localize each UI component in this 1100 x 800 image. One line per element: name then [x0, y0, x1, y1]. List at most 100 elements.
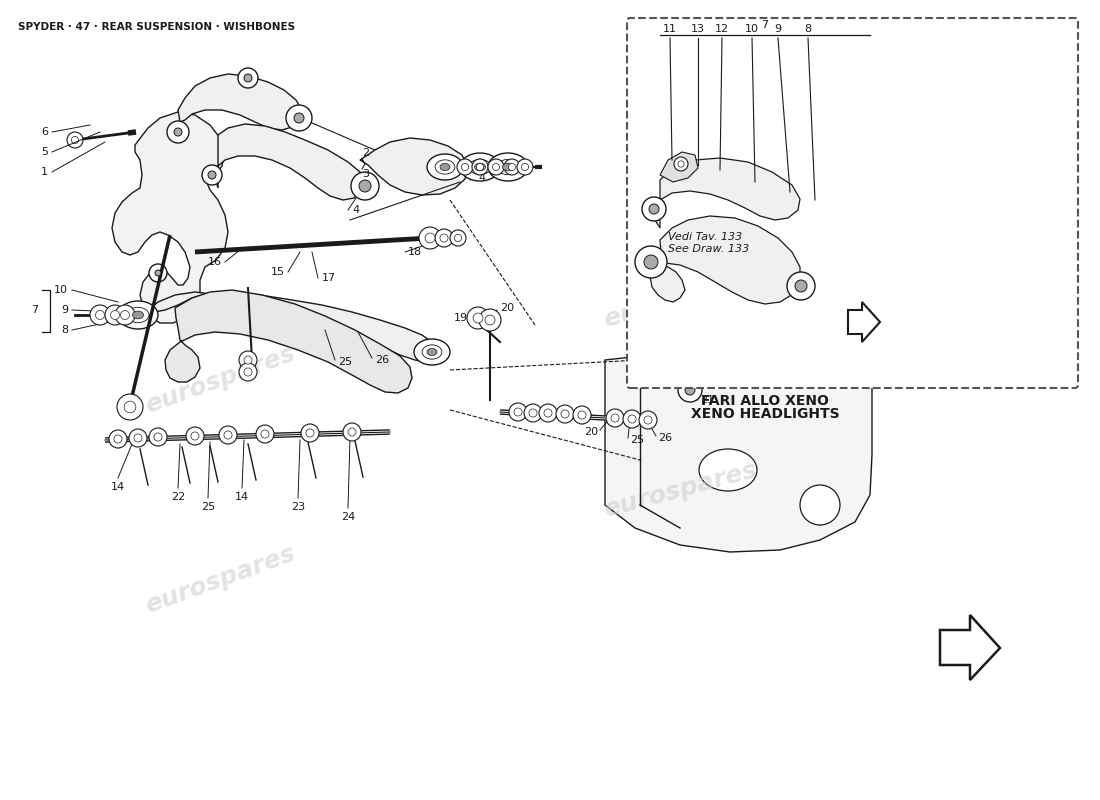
Circle shape	[256, 425, 274, 443]
Circle shape	[202, 165, 222, 185]
Circle shape	[514, 408, 522, 416]
Circle shape	[208, 171, 216, 179]
Text: 14: 14	[111, 482, 125, 492]
Text: FARI ALLO XENO: FARI ALLO XENO	[701, 394, 829, 408]
Text: 16: 16	[208, 257, 222, 267]
Polygon shape	[654, 158, 800, 228]
Circle shape	[286, 105, 312, 131]
Circle shape	[644, 416, 652, 424]
Circle shape	[244, 356, 252, 364]
Circle shape	[67, 132, 82, 148]
Text: 20: 20	[500, 303, 514, 313]
Polygon shape	[112, 112, 228, 323]
Text: eurospares: eurospares	[601, 458, 759, 522]
Circle shape	[351, 172, 380, 200]
Text: 9: 9	[60, 305, 68, 315]
Polygon shape	[178, 74, 303, 130]
Circle shape	[238, 68, 258, 88]
Circle shape	[556, 405, 574, 423]
Circle shape	[517, 159, 534, 175]
Polygon shape	[940, 615, 1000, 680]
Text: 20: 20	[584, 427, 598, 437]
Circle shape	[476, 163, 484, 170]
Circle shape	[124, 401, 136, 413]
Circle shape	[343, 423, 361, 441]
Ellipse shape	[503, 163, 514, 171]
Circle shape	[685, 385, 695, 395]
Text: 10: 10	[54, 285, 68, 295]
Circle shape	[359, 180, 371, 192]
Text: 26: 26	[658, 433, 672, 443]
Circle shape	[134, 434, 142, 442]
Text: 22: 22	[170, 492, 185, 502]
Circle shape	[623, 410, 641, 428]
Circle shape	[224, 431, 232, 439]
Circle shape	[129, 429, 147, 447]
Ellipse shape	[497, 159, 519, 174]
Text: 25: 25	[338, 357, 352, 367]
Circle shape	[90, 305, 110, 325]
Circle shape	[524, 404, 542, 422]
Circle shape	[456, 159, 473, 175]
Circle shape	[419, 227, 441, 249]
Circle shape	[485, 315, 495, 325]
Ellipse shape	[698, 449, 757, 491]
Circle shape	[628, 415, 636, 423]
Text: 19: 19	[454, 313, 467, 323]
Text: 6: 6	[41, 127, 48, 137]
Circle shape	[440, 234, 448, 242]
Circle shape	[644, 255, 658, 269]
Circle shape	[473, 313, 483, 323]
Text: 25: 25	[201, 502, 216, 512]
Circle shape	[493, 163, 499, 170]
Text: 21: 21	[700, 395, 714, 405]
Circle shape	[117, 394, 143, 420]
Polygon shape	[214, 124, 365, 200]
Text: 14: 14	[235, 492, 249, 502]
Text: Vedi Tav. 133: Vedi Tav. 133	[668, 232, 742, 242]
Ellipse shape	[414, 339, 450, 365]
Ellipse shape	[469, 159, 491, 174]
Circle shape	[544, 409, 552, 417]
Polygon shape	[650, 216, 800, 304]
Circle shape	[425, 233, 435, 243]
Text: 24: 24	[341, 512, 355, 522]
Ellipse shape	[440, 163, 450, 170]
Text: 5: 5	[41, 147, 48, 157]
Circle shape	[488, 159, 504, 175]
Circle shape	[800, 485, 840, 525]
Ellipse shape	[474, 163, 485, 171]
Circle shape	[121, 310, 130, 319]
Circle shape	[561, 410, 569, 418]
Circle shape	[191, 432, 199, 440]
Circle shape	[148, 428, 167, 446]
Circle shape	[306, 429, 315, 437]
Text: 4: 4	[478, 173, 485, 183]
Text: 13: 13	[691, 24, 705, 34]
Circle shape	[96, 310, 104, 319]
Circle shape	[639, 411, 657, 429]
Circle shape	[649, 204, 659, 214]
Circle shape	[454, 234, 462, 242]
Text: 7: 7	[31, 305, 38, 315]
Text: 11: 11	[663, 24, 676, 34]
Circle shape	[461, 163, 469, 170]
Circle shape	[610, 414, 619, 422]
Circle shape	[167, 121, 189, 143]
Circle shape	[186, 427, 204, 445]
Text: 15: 15	[271, 267, 285, 277]
Text: 8: 8	[804, 24, 812, 34]
Text: 23: 23	[290, 502, 305, 512]
Ellipse shape	[422, 345, 442, 359]
Circle shape	[239, 363, 257, 381]
Circle shape	[239, 351, 257, 369]
Circle shape	[795, 280, 807, 292]
Text: 12: 12	[715, 24, 729, 34]
Circle shape	[244, 368, 252, 376]
Circle shape	[154, 433, 162, 441]
Polygon shape	[360, 138, 467, 195]
Circle shape	[521, 163, 529, 170]
Circle shape	[434, 229, 453, 247]
Polygon shape	[148, 292, 434, 362]
Circle shape	[301, 424, 319, 442]
